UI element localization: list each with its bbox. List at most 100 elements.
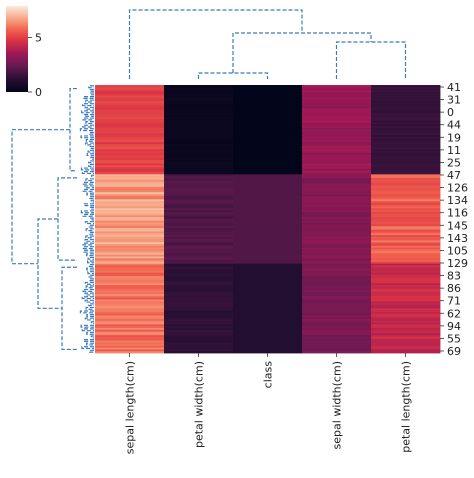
row-dendrogram-link <box>83 113 94 117</box>
heatmap-cell <box>233 251 303 254</box>
heatmap-cell <box>164 295 234 299</box>
heatmap-cell <box>371 320 441 324</box>
heatmap-cell <box>95 288 165 291</box>
colorbar-gradient <box>6 6 28 92</box>
heatmap-cell <box>371 302 441 306</box>
heatmap-cell <box>164 347 234 350</box>
row-dendrogram-link <box>82 246 94 250</box>
heatmap-cell <box>371 263 441 266</box>
heatmap-cell <box>95 329 165 332</box>
heatmap-cell <box>233 324 303 327</box>
heatmap-cell <box>302 336 372 340</box>
column-dendrogram <box>128 9 407 79</box>
row-dendrogram-link <box>84 292 94 296</box>
heatmap-cell <box>371 190 441 193</box>
heatmap-cell <box>371 274 441 277</box>
heatmap-cells <box>95 85 441 354</box>
colorbar-tick-label: 0 <box>35 86 42 99</box>
heatmap-cell <box>233 117 303 120</box>
heatmap-cell <box>302 101 372 104</box>
heatmap-cell <box>371 270 441 273</box>
heatmap-cell <box>233 156 303 159</box>
heatmap-cell <box>95 251 165 254</box>
heatmap-cell <box>233 272 303 275</box>
heatmap-cell <box>371 267 441 270</box>
heatmap-cell <box>371 220 441 223</box>
heatmap-cell <box>233 236 303 240</box>
heatmap-cell <box>95 260 165 263</box>
heatmap-cell <box>95 292 165 295</box>
heatmap-cell <box>371 261 441 265</box>
heatmap-cell <box>302 220 372 223</box>
heatmap-cell <box>164 304 234 307</box>
heatmap-cell <box>233 152 303 156</box>
heatmap-cell <box>95 92 165 95</box>
heatmap-cell <box>164 104 234 107</box>
heatmap-cell <box>164 204 234 207</box>
heatmap-cell <box>371 276 441 279</box>
heatmap-cell <box>164 95 234 98</box>
heatmap-cell <box>302 288 372 291</box>
heatmap-cell <box>371 181 441 184</box>
heatmap-cell <box>233 88 303 91</box>
heatmap-cell <box>95 279 165 282</box>
heatmap-cell <box>95 147 165 150</box>
heatmap-cell <box>164 281 234 284</box>
heatmap-cell <box>371 163 441 166</box>
heatmap-cell <box>233 122 303 125</box>
row-dendrogram-link <box>81 110 94 114</box>
heatmap-cell <box>371 315 441 318</box>
heatmap-cell <box>302 151 372 154</box>
heatmap-cell <box>302 110 372 113</box>
heatmap-cell <box>371 124 441 127</box>
heatmap-cell <box>164 177 234 181</box>
row-dendrogram-link <box>82 181 94 185</box>
heatmap-cell <box>302 270 372 273</box>
heatmap-cell <box>164 302 234 306</box>
heatmap-cell <box>164 217 234 220</box>
heatmap-cell <box>233 85 303 88</box>
heatmap-cell <box>164 206 234 209</box>
row-dendrogram-link <box>88 224 94 228</box>
heatmap-cell <box>164 313 234 316</box>
heatmap-cell <box>302 247 372 250</box>
heatmap-cell <box>371 115 441 118</box>
heatmap-cell <box>302 306 372 309</box>
heatmap-cell <box>233 233 303 236</box>
heatmap-cell <box>95 345 165 349</box>
heatmap-cell <box>371 224 441 227</box>
row-dendrogram-link <box>90 335 94 339</box>
heatmap-cell <box>233 113 303 116</box>
row-dendrogram-link <box>86 267 94 271</box>
heatmap-cell <box>95 106 165 109</box>
heatmap-cell <box>371 236 441 240</box>
row-dendrogram-link <box>80 210 94 214</box>
heatmap-cell <box>233 210 303 213</box>
heatmap-cell <box>164 235 234 238</box>
heatmap-cell <box>233 292 303 295</box>
row-dendrogram-link <box>85 228 94 232</box>
heatmap-cell <box>371 93 441 97</box>
row-dendrogram-link <box>37 218 62 309</box>
heatmap-cell <box>302 242 372 245</box>
heatmap-cell <box>95 351 165 354</box>
heatmap-cell <box>95 297 165 300</box>
heatmap-cell <box>95 299 165 302</box>
heatmap-cell <box>164 161 234 165</box>
heatmap-cell <box>164 147 234 150</box>
heatmap-cell <box>233 215 303 218</box>
heatmap-cell <box>302 99 372 102</box>
heatmap-cell <box>164 210 234 213</box>
heatmap-cell <box>95 170 165 173</box>
heatmap-cell <box>302 294 372 297</box>
heatmap-cell <box>233 260 303 263</box>
heatmap-cell <box>95 304 165 307</box>
heatmap-cell <box>302 201 372 204</box>
heatmap-cell <box>164 129 234 132</box>
heatmap-cell <box>302 302 372 306</box>
heatmap-cell <box>233 110 303 113</box>
heatmap-cell <box>302 315 372 318</box>
heatmap-cell <box>302 335 372 338</box>
heatmap-cell <box>302 251 372 254</box>
heatmap-cell <box>302 235 372 238</box>
